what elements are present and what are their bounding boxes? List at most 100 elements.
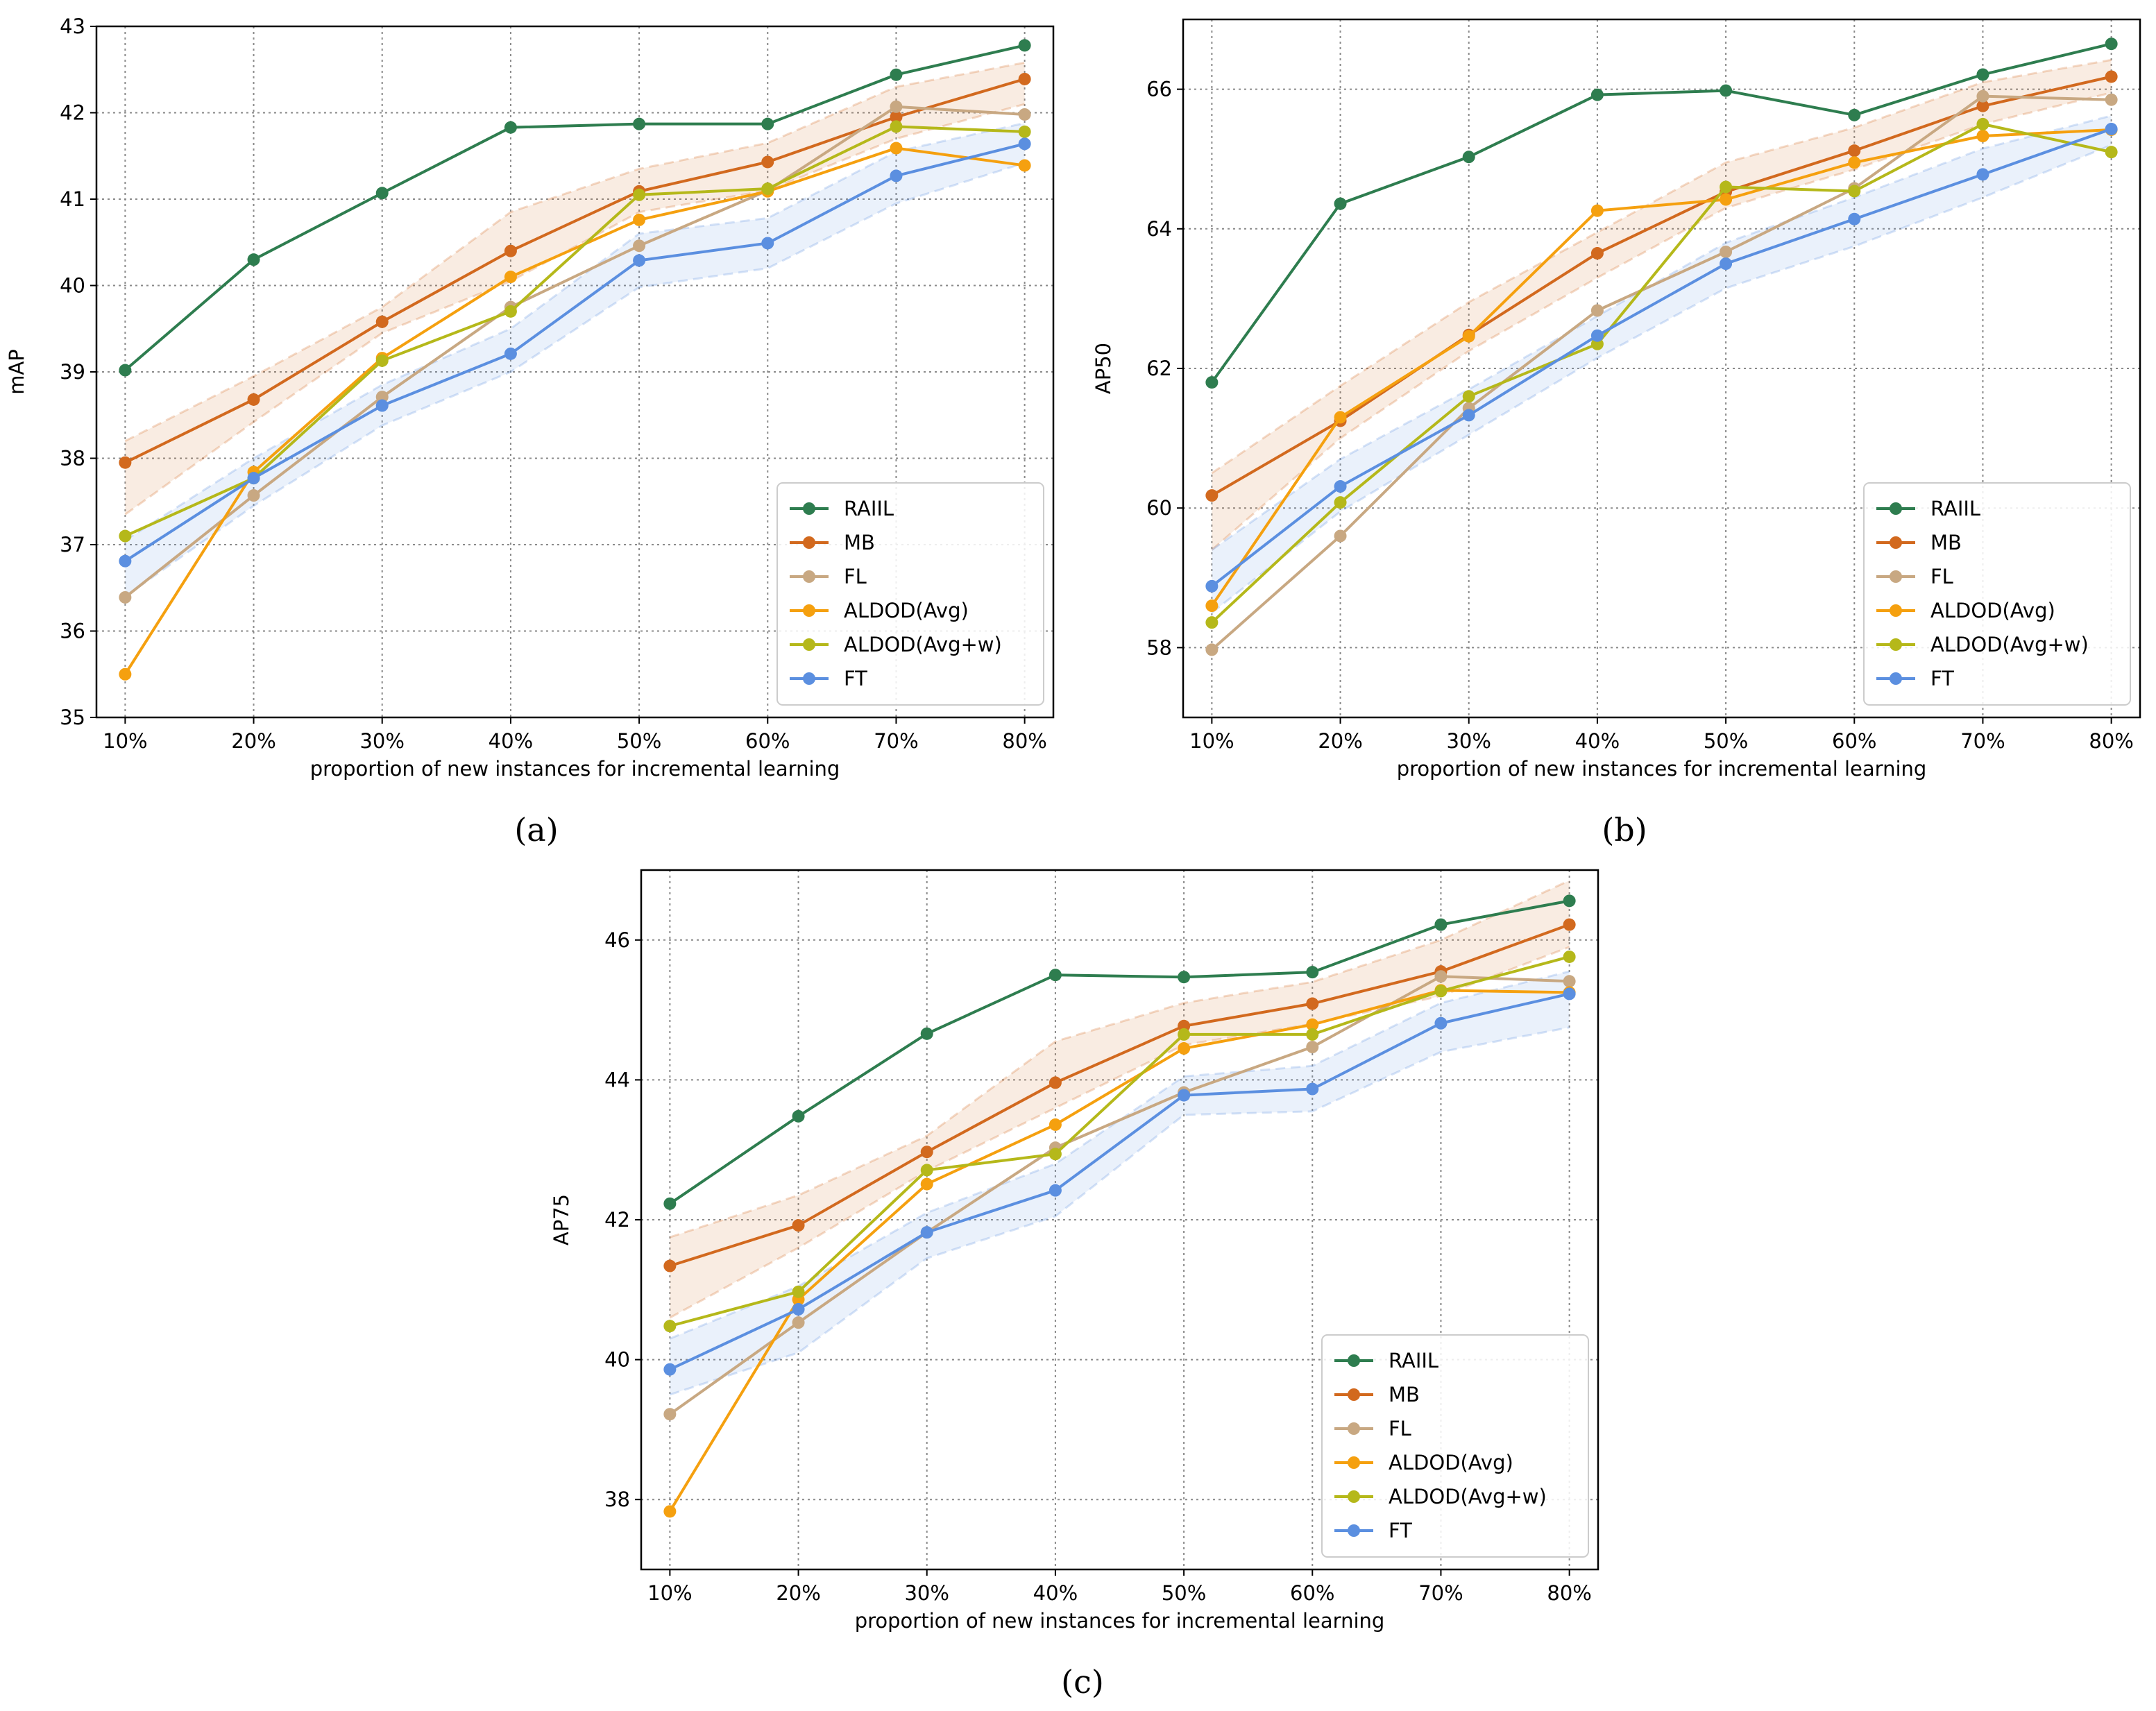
- data-point: [1976, 117, 1989, 130]
- data-point: [1334, 529, 1347, 543]
- y-tick-label: 37: [60, 533, 85, 556]
- data-point: [1049, 1148, 1062, 1161]
- legend: RAIIL MB FL ALDOD(Avg) ALDOD(Avg+w) FT: [776, 482, 1044, 706]
- legend-marker: [1890, 604, 1902, 617]
- data-point: [119, 590, 132, 604]
- legend-label: FT: [1389, 1519, 1412, 1542]
- subfigure-caption: (a): [514, 811, 558, 849]
- series-line: [1210, 128, 2112, 607]
- data-point: [663, 1320, 677, 1333]
- data-point: [890, 68, 903, 81]
- x-axis-label: proportion of new instances for incremen…: [855, 1609, 1385, 1633]
- data-point: [761, 237, 774, 250]
- data-point: [1049, 1076, 1062, 1089]
- y-tick-label: 42: [604, 1208, 630, 1232]
- legend-box: [1863, 482, 2131, 706]
- chart-3: 10% 20% 30% 40% 50% 60% 70% 80% 38 40 42 44 46 propor…: [550, 869, 1599, 1701]
- series-line: [124, 44, 1026, 372]
- band-ft: [1212, 115, 2112, 613]
- data-point: [890, 169, 903, 182]
- data-point: [663, 1259, 677, 1272]
- legend-marker: [803, 536, 815, 549]
- data-point: [1434, 1016, 1448, 1030]
- data-point: [1848, 144, 1861, 158]
- data-point: [792, 1109, 805, 1123]
- data-point: [1563, 987, 1576, 1001]
- band-mb: [125, 62, 1025, 515]
- data-point: [663, 1197, 677, 1210]
- data-point: [1848, 212, 1861, 225]
- data-point: [1720, 193, 1733, 206]
- data-point: [1049, 969, 1062, 982]
- x-tick-label: 20%: [231, 729, 275, 753]
- series-line: [124, 105, 1025, 599]
- data-point: [1848, 156, 1861, 169]
- data-point: [920, 1027, 933, 1040]
- series-line: [669, 992, 1570, 1371]
- data-point: [375, 391, 389, 404]
- x-tick-label: 20%: [776, 1581, 820, 1605]
- data-point: [375, 315, 389, 328]
- y-tick-label: 35: [60, 706, 85, 729]
- data-point: [761, 182, 774, 196]
- data-point: [1018, 39, 1031, 52]
- data-point: [663, 1408, 677, 1421]
- legend-marker: [1890, 536, 1902, 549]
- data-point: [1590, 204, 1604, 217]
- data-point: [663, 1505, 677, 1518]
- data-point: [633, 188, 646, 201]
- series-line: [669, 975, 1570, 1415]
- data-point: [633, 254, 646, 267]
- data-point: [1563, 894, 1576, 908]
- data-point: [633, 213, 646, 226]
- y-tick-label: 40: [60, 274, 85, 298]
- data-point: [504, 121, 517, 134]
- x-tick-label: 60%: [1290, 1581, 1334, 1605]
- band-edge-high: [669, 879, 1570, 1238]
- data-point: [1462, 151, 1475, 164]
- y-tick-label: 58: [1146, 636, 1172, 659]
- data-point: [1720, 257, 1733, 271]
- band-edge-low: [124, 103, 1026, 516]
- x-tick-label: 30%: [904, 1581, 949, 1605]
- legend-marker: [803, 672, 815, 685]
- data-point: [792, 1303, 805, 1316]
- legend-marker: [1348, 1422, 1360, 1435]
- x-tick-label: 20%: [1318, 729, 1362, 753]
- data-point: [247, 489, 260, 502]
- y-tick-label: 64: [1146, 217, 1172, 241]
- data-point: [663, 1363, 677, 1376]
- data-point: [2105, 70, 2118, 83]
- x-tick-label: 60%: [745, 729, 790, 753]
- band-edge-high: [124, 121, 1025, 542]
- data-point: [1178, 971, 1191, 984]
- x-tick-label: 70%: [874, 729, 918, 753]
- series-aldod-avg-w-: [663, 950, 1576, 1333]
- data-point: [247, 472, 260, 485]
- data-point: [1720, 84, 1733, 97]
- legend-label: RAIIL: [1389, 1349, 1438, 1372]
- data-point: [1462, 390, 1475, 403]
- data-point: [920, 1164, 933, 1177]
- data-point: [761, 117, 774, 130]
- data-point: [2105, 37, 2118, 51]
- data-point: [1590, 88, 1604, 101]
- data-point: [1462, 409, 1475, 422]
- legend-label: RAIIL: [844, 497, 894, 520]
- legend-marker: [1890, 502, 1902, 515]
- chart-2: 10% 20% 30% 40% 50% 60% 70% 80% 58 60 62 64 66 propor…: [1092, 18, 2141, 849]
- series-line: [1211, 128, 2112, 588]
- data-point: [1306, 1082, 1319, 1096]
- y-tick-label: 62: [1146, 357, 1172, 380]
- data-point: [890, 100, 903, 113]
- data-point: [1590, 247, 1604, 260]
- subfigure-caption: (c): [1061, 1663, 1104, 1701]
- grid-lines: [1183, 19, 2140, 717]
- data-point: [119, 529, 132, 543]
- y-tick-label: 40: [604, 1348, 630, 1372]
- x-tick-label: 80%: [1002, 729, 1046, 753]
- x-tick-label: 10%: [1189, 729, 1234, 753]
- subfigure-caption: (b): [1602, 811, 1647, 849]
- data-point: [1018, 72, 1031, 85]
